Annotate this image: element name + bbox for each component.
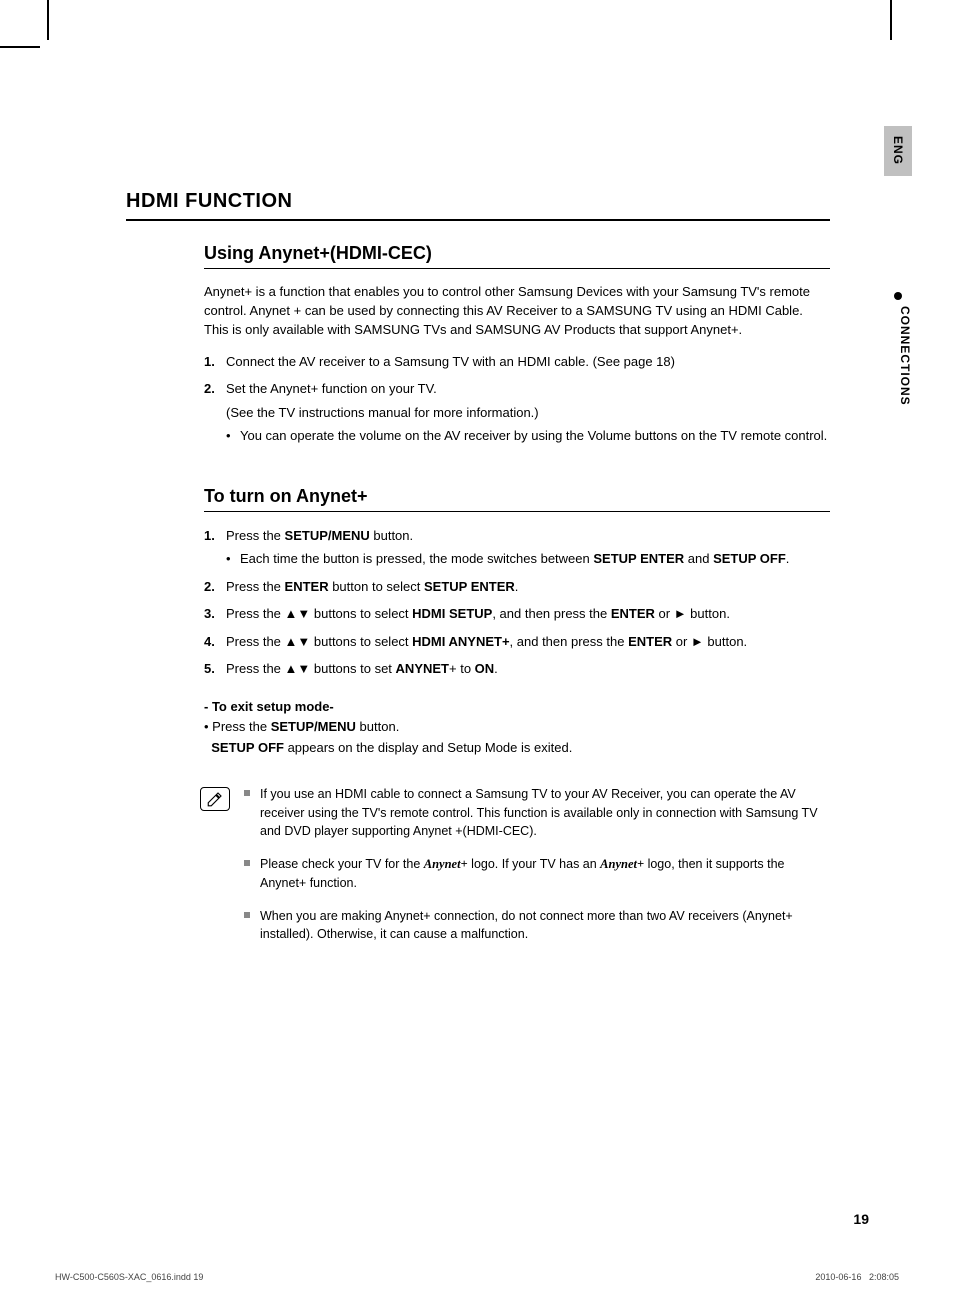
crop-mark — [890, 0, 892, 40]
note-item: When you are making Anynet+ connection, … — [244, 907, 830, 945]
step-subnote: (See the TV instructions manual for more… — [226, 403, 830, 423]
bullet-text: You can operate the volume on the AV rec… — [240, 426, 827, 446]
step-bullet: • You can operate the volume on the AV r… — [226, 426, 830, 446]
exit-setup-block: - To exit setup mode- • Press the SETUP/… — [204, 697, 830, 759]
step-number: 5. — [204, 659, 226, 679]
section-using-anynet: Using Anynet+(HDMI-CEC) Anynet+ is a fun… — [204, 243, 830, 958]
section-tab-label: CONNECTIONS — [898, 306, 912, 406]
step-number: 2. — [204, 379, 226, 446]
step-text: Connect the AV receiver to a Samsung TV … — [226, 352, 830, 372]
note-item: Please check your TV for the Anynet+ log… — [244, 855, 830, 893]
step-number: 2. — [204, 577, 226, 597]
step-body: Set the Anynet+ function on your TV. (Se… — [226, 379, 830, 446]
pencil-icon — [206, 790, 224, 808]
note-text: When you are making Anynet+ connection, … — [260, 907, 830, 945]
note-icon — [200, 787, 230, 811]
section-heading: Using Anynet+(HDMI-CEC) — [204, 243, 830, 269]
page-title: HDMI FUNCTION — [126, 190, 830, 221]
note-text: Please check your TV for the Anynet+ log… — [260, 855, 830, 893]
anynet-logo-icon: Anynet+ — [424, 857, 468, 871]
footer-timestamp: 2010-06-16 2:08:05 — [815, 1272, 899, 1282]
section-bullet-icon — [894, 292, 902, 300]
note-text: If you use an HDMI cable to connect a Sa… — [260, 785, 830, 841]
language-label: ENG — [891, 136, 905, 165]
step-text: Set the Anynet+ function on your TV. — [226, 381, 437, 396]
step-item: 1. Press the SETUP/MENU button. • Each t… — [204, 526, 830, 569]
notes-list: If you use an HDMI cable to connect a Sa… — [244, 785, 830, 958]
step-body: Press the ▲▼ buttons to select HDMI ANYN… — [226, 632, 830, 652]
step-bullet: • Each time the button is pressed, the m… — [226, 549, 830, 569]
notes-block: If you use an HDMI cable to connect a Sa… — [200, 785, 830, 958]
square-bullet-icon — [244, 790, 250, 796]
note-item: If you use an HDMI cable to connect a Sa… — [244, 785, 830, 841]
crop-mark — [47, 0, 49, 40]
step-item: 5. Press the ▲▼ buttons to set ANYNET+ t… — [204, 659, 830, 679]
step-body: Press the ▲▼ buttons to select HDMI SETU… — [226, 604, 830, 624]
square-bullet-icon — [244, 860, 250, 866]
step-number: 1. — [204, 526, 226, 569]
bullet-dot-icon: • — [226, 426, 240, 446]
bullet-text: Each time the button is pressed, the mod… — [240, 549, 789, 569]
step-item: 1. Connect the AV receiver to a Samsung … — [204, 352, 830, 372]
step-number: 4. — [204, 632, 226, 652]
step-item: 4. Press the ▲▼ buttons to select HDMI A… — [204, 632, 830, 652]
crop-mark — [0, 46, 40, 48]
bullet-dot-icon: • — [226, 549, 240, 569]
section-heading: To turn on Anynet+ — [204, 486, 830, 512]
step-item: 2. Press the ENTER button to select SETU… — [204, 577, 830, 597]
step-item: 3. Press the ▲▼ buttons to select HDMI S… — [204, 604, 830, 624]
step-item: 2. Set the Anynet+ function on your TV. … — [204, 379, 830, 446]
page-content: HDMI FUNCTION Using Anynet+(HDMI-CEC) An… — [130, 190, 830, 958]
steps-list: 1. Press the SETUP/MENU button. • Each t… — [204, 526, 830, 679]
step-body: Press the ENTER button to select SETUP E… — [226, 577, 830, 597]
exit-title: - To exit setup mode- — [204, 699, 334, 714]
step-number: 3. — [204, 604, 226, 624]
footer-filename: HW-C500-C560S-XAC_0616.indd 19 — [55, 1272, 203, 1282]
steps-list: 1. Connect the AV receiver to a Samsung … — [204, 352, 830, 446]
page-number: 19 — [853, 1211, 869, 1227]
square-bullet-icon — [244, 912, 250, 918]
step-body: Press the SETUP/MENU button. • Each time… — [226, 526, 830, 569]
intro-paragraph: Anynet+ is a function that enables you t… — [204, 283, 830, 340]
step-body: Press the ▲▼ buttons to set ANYNET+ to O… — [226, 659, 830, 679]
manual-page: { "tabs": { "language": "ENG", "section"… — [0, 0, 954, 1312]
anynet-logo-icon: Anynet+ — [600, 857, 644, 871]
step-number: 1. — [204, 352, 226, 372]
language-tab: ENG — [884, 126, 912, 176]
